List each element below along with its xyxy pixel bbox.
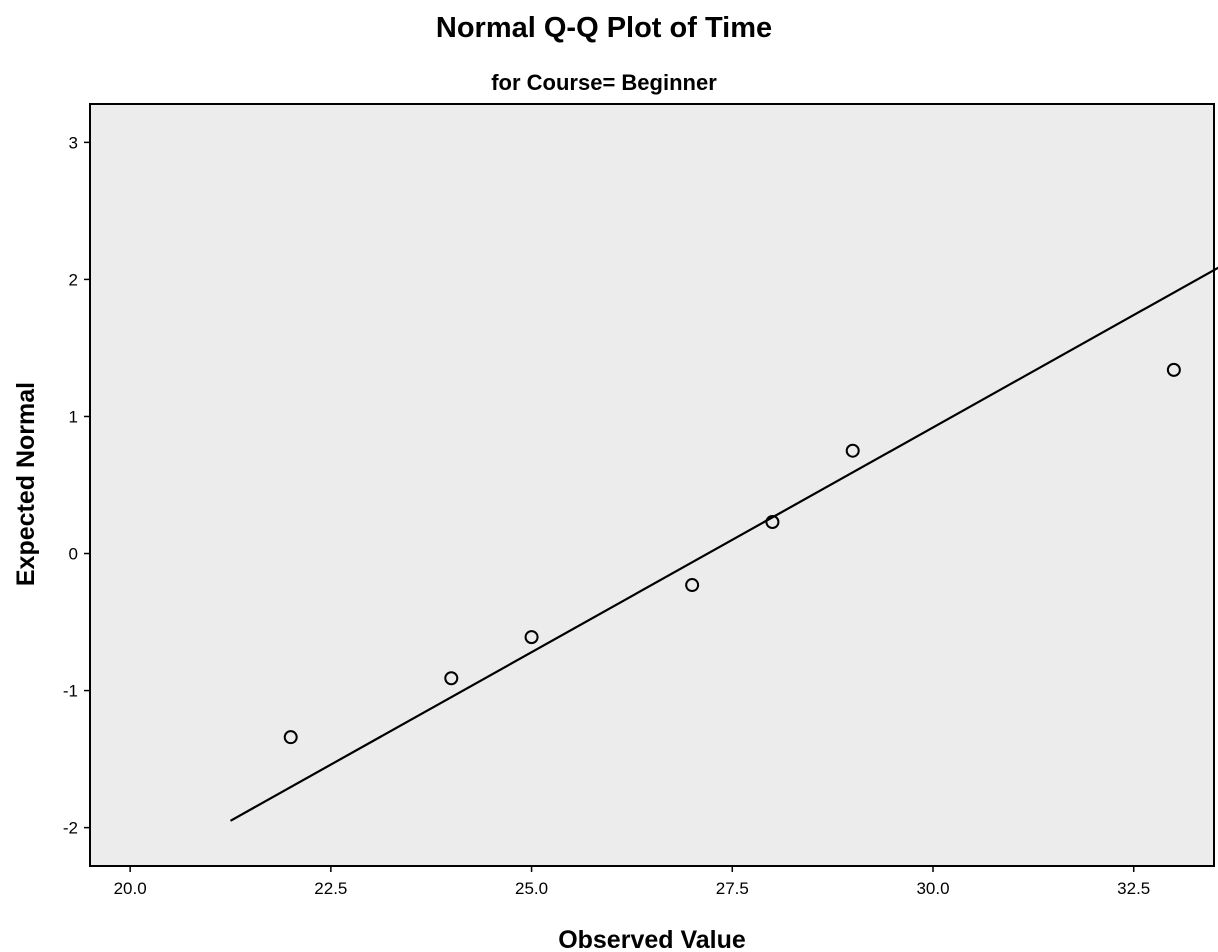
data-point <box>444 671 459 686</box>
data-point <box>685 578 700 593</box>
chart-title: Normal Q-Q Plot of Time <box>436 12 772 44</box>
x-tick-label: 30.0 <box>916 879 949 898</box>
plot-area <box>89 103 1215 867</box>
y-tick-label: -2 <box>63 819 78 838</box>
data-point <box>845 443 860 458</box>
y-tick-label: 3 <box>69 133 78 152</box>
normal-reference-line <box>229 266 1218 822</box>
y-tick-label: 1 <box>69 407 78 426</box>
data-point <box>524 630 539 645</box>
data-point <box>1166 362 1181 377</box>
data-point <box>283 730 298 745</box>
y-tick-label: -1 <box>63 682 78 701</box>
x-axis-label: Observed Value <box>558 926 746 952</box>
y-tick-label: 0 <box>69 545 78 564</box>
x-tick-label: 22.5 <box>314 879 347 898</box>
x-tick-label: 20.0 <box>114 879 147 898</box>
x-tick-label: 25.0 <box>515 879 548 898</box>
y-axis-ticks: -2 -1 0 1 2 3 <box>63 133 90 838</box>
x-tick-label: 32.5 <box>1117 879 1150 898</box>
x-tick-label: 27.5 <box>716 879 749 898</box>
y-axis-label: Expected Normal <box>12 382 40 586</box>
y-tick-label: 2 <box>69 270 78 289</box>
reference-line-layer <box>229 266 1218 822</box>
data-point <box>765 515 780 530</box>
data-points-layer <box>283 362 1181 745</box>
x-axis-ticks: 20.0 22.5 25.0 27.5 30.0 32.5 <box>114 866 1150 898</box>
chart-subtitle: for Course= Beginner <box>491 70 717 95</box>
